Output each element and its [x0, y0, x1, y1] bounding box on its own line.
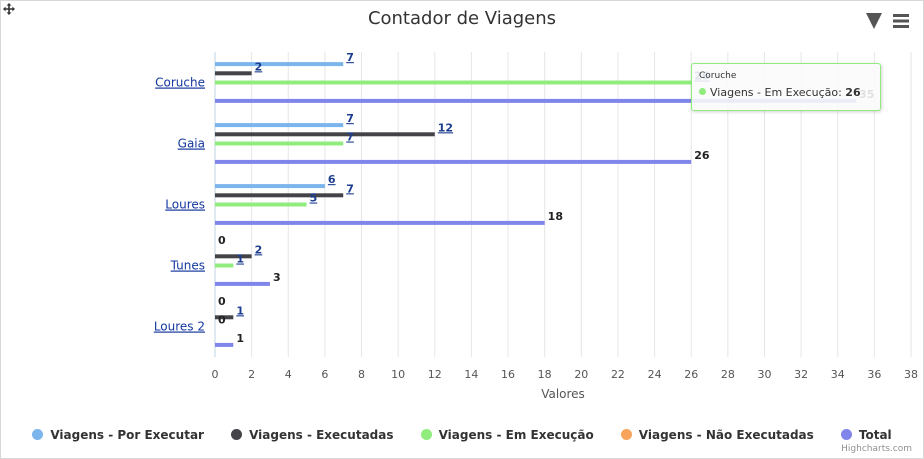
data-label-viagens-executadas-loures-2: 1	[236, 304, 244, 317]
x-tick-label: 10	[391, 368, 405, 381]
x-tick-label: 0	[212, 368, 219, 381]
x-tick-label: 30	[757, 368, 771, 381]
x-tick-label: 8	[358, 368, 365, 381]
x-tick-label: 34	[831, 368, 845, 381]
bar-viagens-executadas-loures[interactable]	[215, 193, 344, 198]
data-label-viagens-por-executar-loures-2: 0	[218, 295, 226, 308]
legend-label: Viagens - Por Executar	[50, 428, 204, 442]
legend-symbol	[32, 429, 44, 440]
hamburger-menu-icon[interactable]	[893, 14, 909, 28]
bar-viagens-executadas-loures-2[interactable]	[215, 315, 234, 320]
data-label-total-tunes: 3	[273, 271, 281, 284]
x-tick-label: 38	[904, 368, 918, 381]
data-label-viagens-em-execucao-loures-2: 0	[218, 314, 226, 327]
legend-symbol	[840, 429, 852, 440]
legend-label: Viagens - Não Executadas	[638, 428, 814, 442]
data-label-total-gaia: 26	[694, 149, 710, 162]
x-tick-label: 22	[611, 368, 625, 381]
x-tick-label: 24	[648, 368, 662, 381]
x-tick-label: 2	[248, 368, 255, 381]
bar-viagens-em-execucao-coruche[interactable]	[215, 80, 692, 85]
bar-total-loures[interactable]	[215, 220, 545, 225]
filter-icon[interactable]	[866, 13, 882, 29]
tooltip-symbol	[699, 88, 706, 95]
chart-title: Contador de Viagens	[367, 8, 557, 29]
legend-item-total[interactable]: Total	[840, 428, 892, 442]
data-label-viagens-executadas-tunes: 2	[255, 243, 263, 256]
x-tick-label: 20	[574, 368, 588, 381]
legend-label: Viagens - Executadas	[249, 428, 394, 442]
legend-symbol	[420, 429, 432, 440]
legend-item-por-executar[interactable]: Viagens - Por Executar	[32, 428, 204, 442]
x-axis-title: Valores	[541, 387, 585, 401]
legend-item-em-execucao[interactable]: Viagens - Em Execução	[420, 428, 594, 442]
data-label-viagens-por-executar-gaia: 7	[346, 112, 354, 125]
x-tick-label: 28	[721, 368, 735, 381]
data-label-viagens-em-execucao-gaia: 7	[346, 131, 354, 144]
bar-viagens-por-executar-gaia[interactable]	[215, 123, 344, 128]
category-label-coruche[interactable]: Coruche	[155, 76, 205, 90]
bar-total-loures-2[interactable]	[215, 342, 234, 347]
bar-total-gaia[interactable]	[215, 159, 692, 164]
move-icon[interactable]	[3, 3, 15, 15]
bar-viagens-por-executar-loures[interactable]	[215, 184, 325, 189]
legend-item-executadas[interactable]: Viagens - Executadas	[231, 428, 394, 442]
tooltip-series-name: Viagens - Em Execução	[710, 86, 839, 99]
bar-viagens-executadas-tunes[interactable]	[215, 254, 252, 259]
x-tick-label: 32	[794, 368, 808, 381]
bar-viagens-executadas-gaia[interactable]	[215, 132, 435, 137]
data-label-total-loures-2: 1	[236, 332, 244, 345]
x-tick-label: 4	[285, 368, 292, 381]
x-tick-label: 12	[428, 368, 442, 381]
data-label-viagens-executadas-gaia: 12	[438, 121, 453, 134]
data-label-viagens-por-executar-coruche: 7	[346, 51, 354, 64]
data-label-viagens-por-executar-tunes: 0	[218, 234, 226, 247]
bar-viagens-executadas-coruche[interactable]	[215, 71, 252, 76]
tooltip-category: Coruche	[699, 71, 737, 81]
x-tick-label: 6	[321, 368, 328, 381]
legend-label: Viagens - Em Execução	[438, 428, 594, 442]
data-label-viagens-por-executar-loures: 6	[328, 173, 336, 186]
x-tick-label: 16	[501, 368, 515, 381]
data-label-viagens-em-execucao-tunes: 1	[236, 253, 244, 266]
data-label-viagens-executadas-coruche: 2	[255, 60, 263, 73]
category-label-loures-2[interactable]: Loures 2	[154, 320, 205, 334]
bar-viagens-em-execucao-loures[interactable]	[215, 202, 307, 207]
category-label-gaia[interactable]: Gaia	[178, 137, 205, 151]
legend-label: Total	[858, 428, 892, 442]
tooltip: Coruche Viagens - Em Execução: 26	[691, 63, 881, 111]
tooltip-value: 26	[845, 86, 861, 99]
legend: Viagens - Por Executar Viagens - Executa…	[0, 424, 924, 443]
data-label-viagens-executadas-loures: 7	[346, 182, 354, 195]
bar-viagens-em-execucao-gaia[interactable]	[215, 141, 344, 146]
bar-total-coruche[interactable]	[215, 98, 857, 103]
legend-symbol	[620, 429, 632, 440]
category-label-loures[interactable]: Loures	[165, 198, 205, 212]
legend-item-nao-executadas[interactable]: Viagens - Não Executadas	[620, 428, 814, 442]
category-label-tunes[interactable]: Tunes	[170, 259, 205, 273]
tooltip-row: Viagens - Em Execução: 26	[699, 86, 861, 99]
x-tick-label: 26	[684, 368, 698, 381]
legend-symbol	[231, 429, 243, 440]
data-label-viagens-em-execucao-loures: 5	[310, 192, 318, 205]
x-tick-label: 18	[538, 368, 552, 381]
data-label-total-loures: 18	[548, 210, 563, 223]
x-tick-label: 36	[867, 368, 881, 381]
bar-viagens-em-execucao-tunes[interactable]	[215, 263, 234, 268]
bar-total-tunes[interactable]	[215, 281, 270, 286]
x-tick-label: 14	[464, 368, 478, 381]
bar-viagens-por-executar-coruche[interactable]	[215, 62, 344, 67]
credits-link[interactable]: Highcharts.com	[841, 444, 912, 454]
